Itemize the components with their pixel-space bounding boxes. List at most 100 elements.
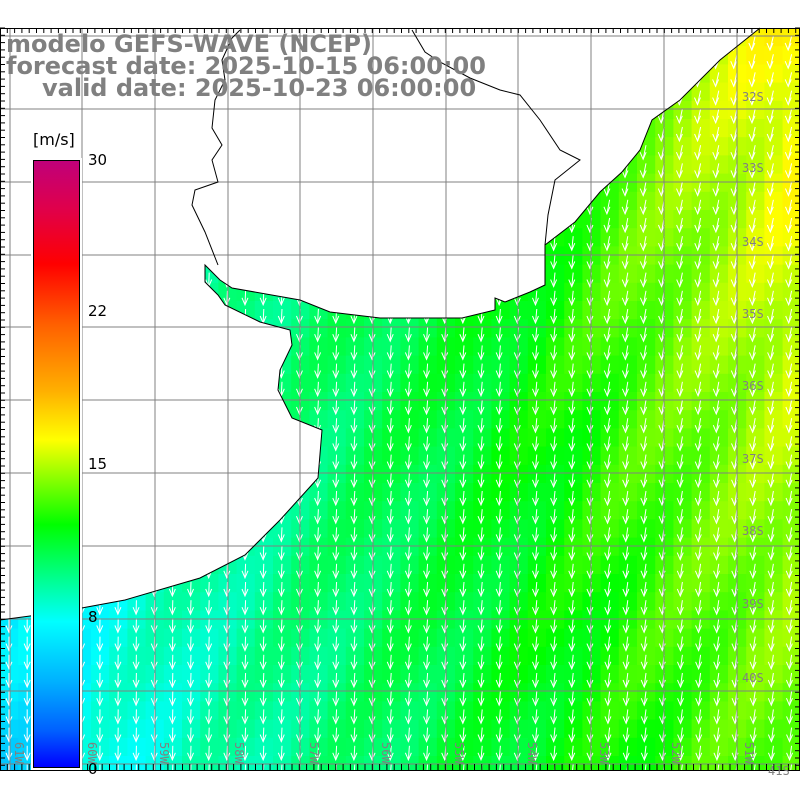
speed-cell	[600, 646, 620, 666]
wind-arrow	[712, 363, 720, 379]
speed-cell	[655, 610, 674, 630]
wind-arrow	[223, 254, 231, 270]
speed-cell	[673, 483, 693, 502]
speed-cell	[764, 574, 784, 593]
speed-cell	[709, 610, 729, 630]
longitude-label: 52W	[669, 742, 683, 764]
wind-arrow	[241, 126, 249, 143]
latitude-label: 35S	[742, 307, 764, 321]
wind-arrow	[132, 126, 140, 143]
wind-arrow	[640, 327, 647, 343]
speed-cell	[491, 100, 511, 120]
wind-arrow	[150, 272, 158, 288]
latitude-label: 37S	[742, 452, 764, 466]
speed-cell	[673, 28, 693, 47]
wind-arrow	[205, 472, 213, 489]
wind-arrow	[259, 490, 267, 507]
wind-arrow	[23, 545, 31, 561]
speed-cell	[163, 574, 183, 593]
speed-cell	[163, 282, 183, 302]
speed-cell	[655, 464, 674, 484]
wind-arrow	[241, 327, 249, 343]
speed-cell	[273, 119, 292, 138]
wind-arrow	[132, 418, 140, 434]
wind-arrow	[550, 108, 558, 125]
speed-cell	[291, 155, 310, 175]
wind-arrow	[5, 418, 13, 434]
speed-cell	[400, 282, 420, 302]
wind-arrow	[531, 345, 539, 361]
wind-arrow	[205, 199, 213, 216]
wind-arrow	[550, 126, 558, 143]
speed-cell	[655, 737, 674, 757]
speed-cell	[764, 756, 784, 770]
wind-arrow	[694, 108, 702, 125]
wind-arrow	[441, 181, 449, 197]
speed-cell	[273, 191, 292, 211]
wind-arrow	[694, 145, 702, 161]
wind-arrow	[495, 254, 503, 270]
wind-arrow	[314, 108, 322, 125]
speed-cell	[673, 701, 693, 721]
speed-cell	[691, 337, 711, 357]
speed-cell	[91, 537, 110, 557]
wind-arrow	[132, 436, 140, 452]
speed-cell	[309, 428, 329, 448]
wind-arrow	[495, 108, 503, 125]
speed-cell	[345, 155, 365, 175]
wind-arrow	[550, 345, 558, 361]
speed-cell	[182, 337, 201, 357]
speed-cell	[746, 464, 765, 484]
wind-arrow	[495, 345, 503, 361]
wind-arrow	[423, 236, 430, 252]
wind-arrow	[187, 527, 194, 543]
speed-cell	[746, 519, 765, 539]
speed-cell	[655, 756, 674, 770]
speed-cell	[309, 191, 329, 211]
speed-cell	[200, 319, 219, 338]
speed-cell	[673, 46, 693, 65]
speed-cell	[637, 392, 656, 411]
wind-arrow	[350, 181, 358, 197]
speed-cell	[691, 446, 711, 466]
speed-cell	[309, 228, 329, 247]
wind-arrow	[205, 490, 213, 507]
speed-cell	[91, 355, 110, 375]
wind-arrow	[621, 272, 629, 288]
wind-arrow	[640, 381, 648, 398]
speed-cell	[236, 392, 256, 411]
wind-arrow	[132, 163, 140, 179]
speed-cell	[655, 210, 674, 229]
wind-arrow	[568, 308, 576, 325]
speed-cell	[618, 646, 638, 666]
wind-arrow	[675, 126, 683, 143]
wind-arrow	[205, 181, 213, 197]
wind-arrow	[150, 290, 158, 307]
wind-arrow	[550, 72, 558, 88]
speed-cell	[182, 410, 201, 429]
speed-cell	[527, 264, 547, 284]
wind-arrow	[712, 290, 720, 307]
wind-arrow	[459, 290, 467, 307]
speed-cell	[618, 319, 638, 338]
wind-arrow	[259, 472, 267, 489]
wind-arrow	[241, 108, 249, 125]
speed-cell	[618, 683, 638, 702]
wind-arrow	[404, 381, 412, 398]
speed-cell	[764, 428, 784, 448]
wind-arrow	[676, 199, 684, 216]
speed-cell	[400, 191, 420, 211]
speed-cell	[163, 191, 183, 211]
speed-cell	[564, 28, 583, 47]
wind-arrow	[187, 436, 194, 452]
speed-cell	[291, 483, 310, 502]
speed-cell	[691, 483, 711, 502]
speed-cell	[491, 46, 511, 65]
wind-arrow	[639, 308, 647, 325]
wind-arrow	[603, 290, 611, 307]
speed-cell	[691, 628, 711, 648]
speed-cell	[637, 155, 656, 175]
speed-cell	[546, 100, 565, 120]
speed-cell	[200, 191, 219, 211]
speed-cell	[0, 228, 19, 247]
